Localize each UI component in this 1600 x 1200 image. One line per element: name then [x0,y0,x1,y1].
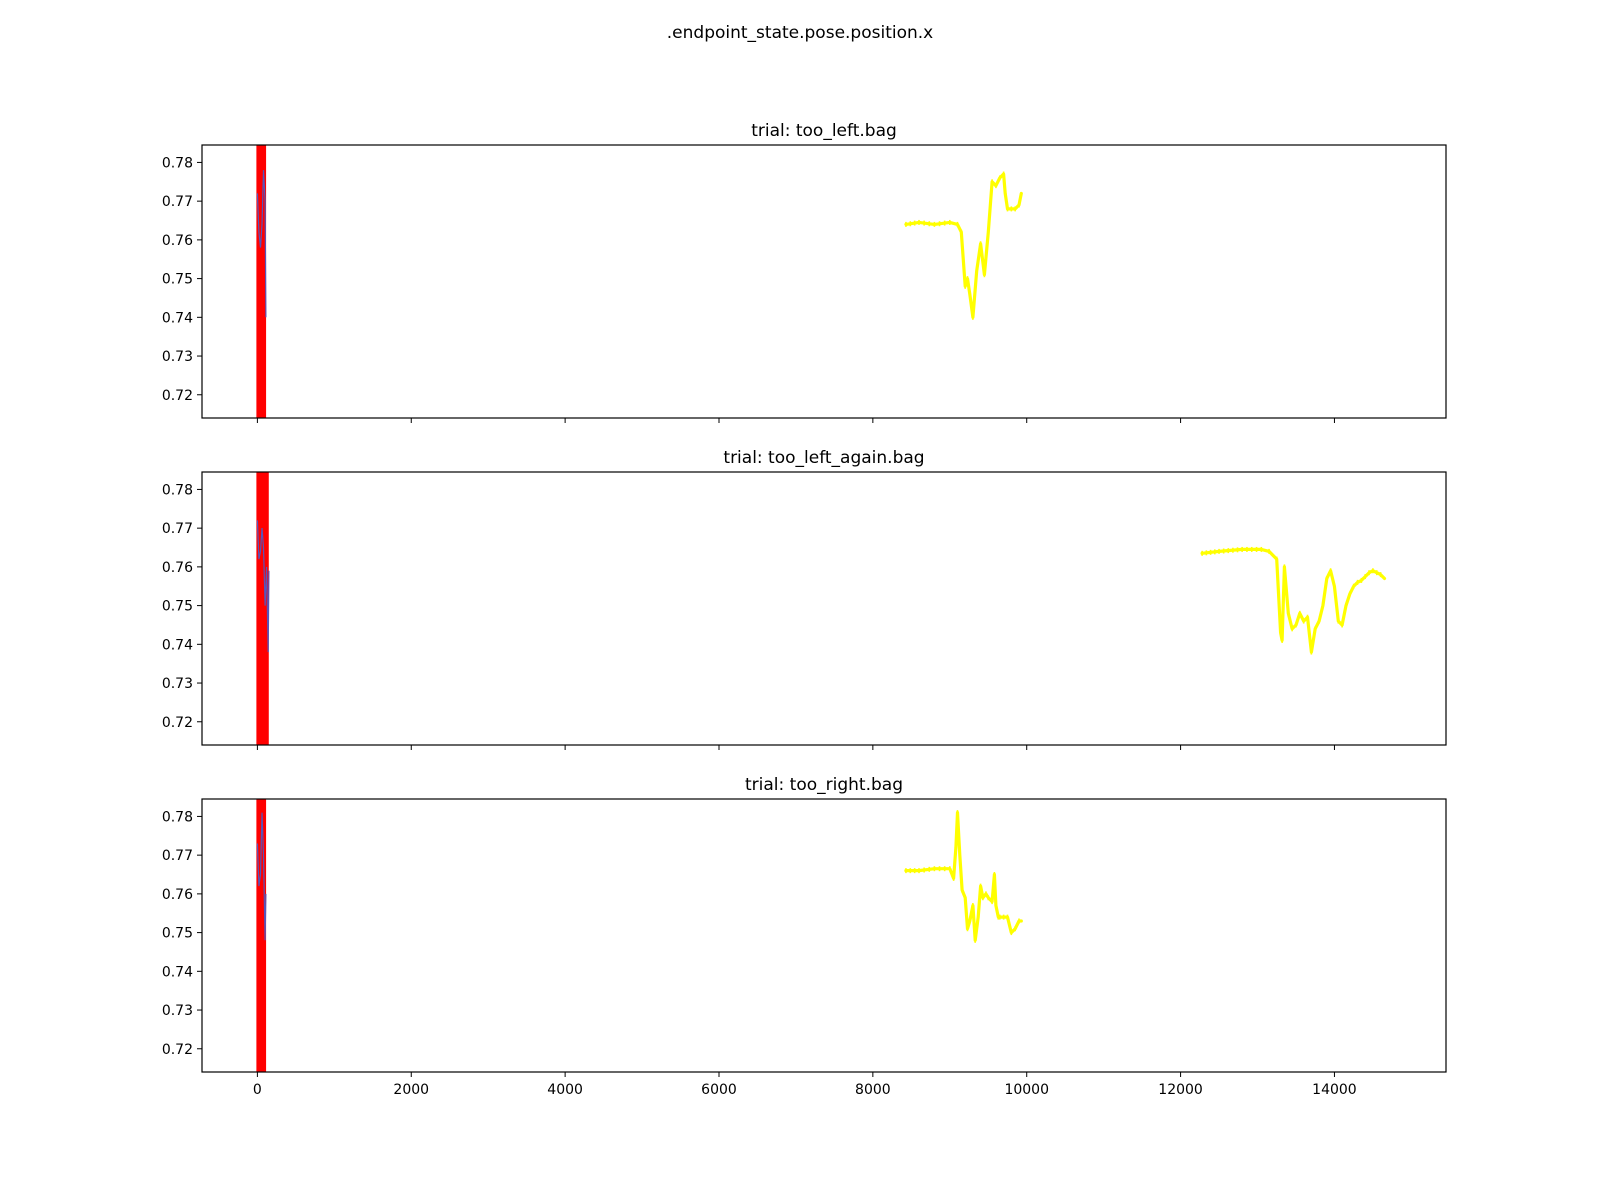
y-tick-label: 0.76 [162,233,193,249]
subplot-title: trial: too_left_again.bag [723,448,924,468]
plot-area [256,472,1387,745]
y-tick-label: 0.72 [162,715,193,731]
yellow-line-series [1200,547,1387,654]
x-tick-label: 2000 [393,1082,429,1098]
subplot-title: trial: too_right.bag [745,775,903,795]
blue-line-series [256,812,267,941]
y-tick-label: 0.77 [162,521,193,537]
y-tick-label: 0.74 [162,637,193,653]
x-tick-label: 14000 [1312,1082,1357,1098]
x-tick-label: 8000 [855,1082,891,1098]
y-tick-label: 0.75 [162,272,193,288]
figure-title: .endpoint_state.pose.position.x [667,23,933,43]
axes-frame [201,144,1447,419]
subplot-3: trial: too_right.bag 0 2000 4000 6000 8000 10… [162,775,1447,1098]
x-tick-label: 12000 [1158,1082,1203,1098]
axis-ticks: 0.72 0.73 0.74 0.75 0.76 0.77 0.78 [162,482,1335,750]
y-tick-label: 0.78 [162,155,193,171]
y-tick-label: 0.76 [162,887,193,903]
y-tick-label: 0.73 [162,1003,193,1019]
subplot-1: trial: too_left.bag 0.72 0.73 0.74 0.75 0.76… [162,121,1447,423]
subplot-2: trial: too_left_again.bag 0.720.730.740.… [162,448,1447,750]
red-band-series [256,145,267,418]
plot-area [256,145,1023,418]
yellow-line-series [904,172,1023,319]
red-band-series [256,472,269,745]
plot-area [256,799,1023,1072]
axes-frame [201,471,1447,746]
red-band-series [256,799,267,1072]
yellow-line-series [904,810,1023,942]
y-tick-label: 0.78 [162,809,193,825]
blue-line-series [256,520,270,653]
x-tick-label: 0 [253,1082,262,1098]
axes-frame [201,798,1447,1073]
y-tick-label: 0.75 [162,926,193,942]
x-tick-label: 10000 [1004,1082,1049,1098]
blue-line-series [256,170,267,318]
x-tick-label: 6000 [701,1082,737,1098]
y-tick-label: 0.75 [162,599,193,615]
y-tick-label: 0.77 [162,848,193,864]
axis-ticks: 0 2000 4000 6000 8000 10000 12000 14000 0.72 0.73… [162,809,1357,1098]
y-tick-label: 0.78 [162,482,193,498]
y-tick-label: 0.76 [162,560,193,576]
y-tick-label: 0.73 [162,349,193,365]
x-tick-label: 4000 [547,1082,583,1098]
y-tick-label: 0.74 [162,964,193,980]
y-tick-label: 0.74 [162,310,193,326]
y-tick-label: 0.77 [162,194,193,210]
y-tick-label: 0.72 [162,388,193,404]
subplot-title: trial: too_left.bag [751,121,897,141]
y-tick-label: 0.73 [162,676,193,692]
y-tick-label: 0.72 [162,1042,193,1058]
axis-ticks: 0.72 0.73 0.74 0.75 0.76 0.77 0.78 [162,155,1335,423]
